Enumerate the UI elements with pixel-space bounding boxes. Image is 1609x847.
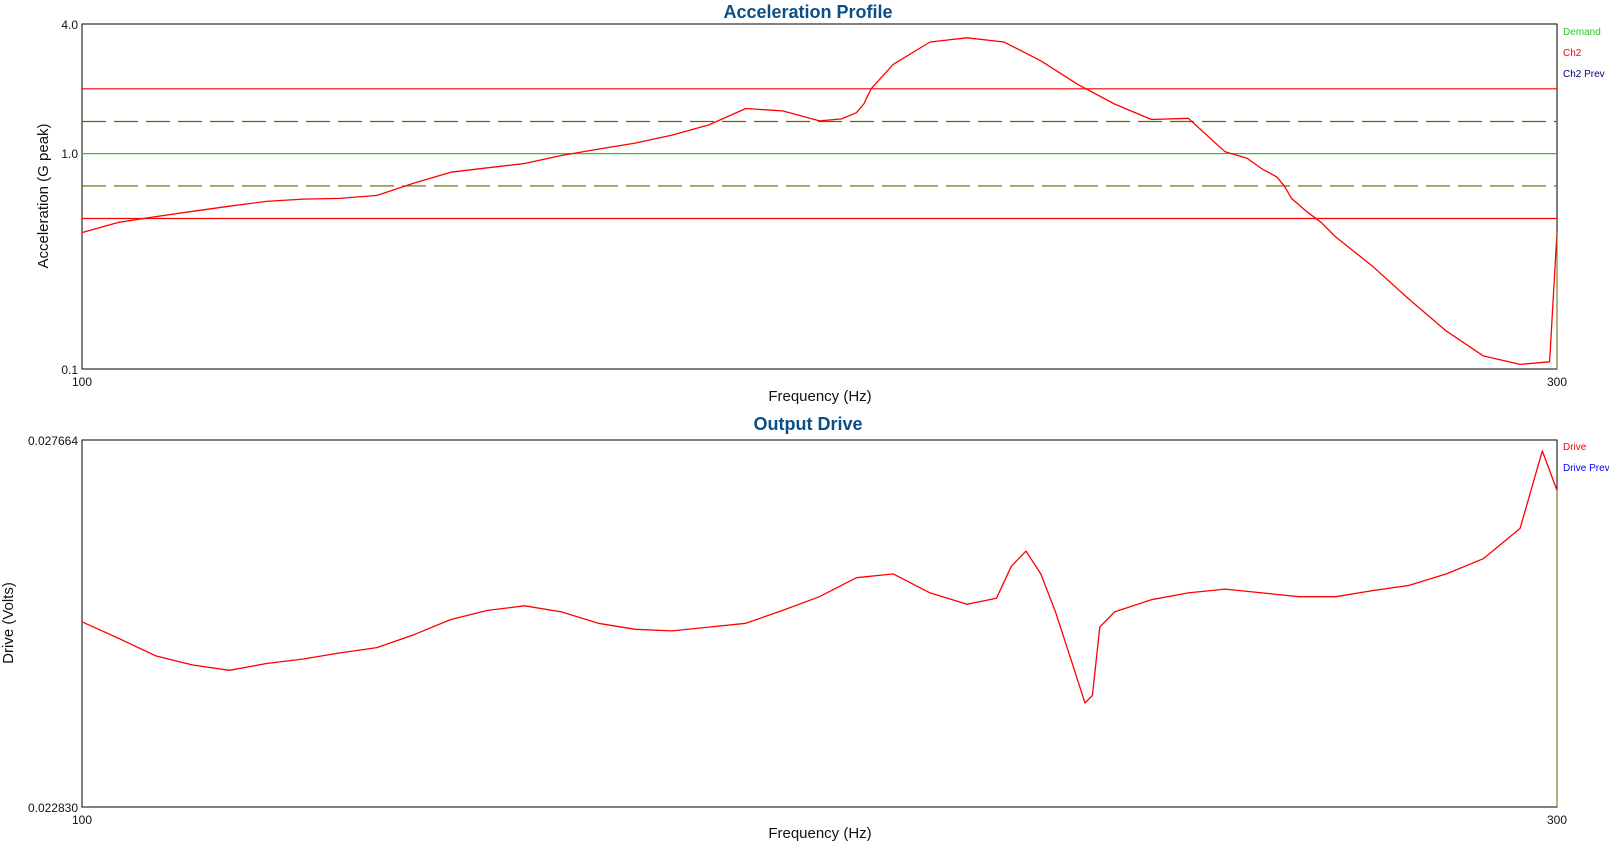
acceleration-x-axis-label: Frequency (Hz) xyxy=(768,388,871,405)
series-line-ch2 xyxy=(81,37,1558,366)
y-tick-label-mid: 1.0 xyxy=(61,147,78,161)
legend-entry-drive[interactable]: Drive xyxy=(1563,442,1587,453)
drive-series-group xyxy=(81,450,1558,807)
x-tick-label-left: 100 xyxy=(72,375,92,389)
y-tick-label-bottom: 0.1 xyxy=(61,363,78,377)
x-tick-label-right: 300 xyxy=(1547,375,1567,389)
y-tick-label-top: 4.0 xyxy=(61,18,78,32)
legend-entry-ch2-prev[interactable]: Ch2 Prev xyxy=(1563,69,1605,80)
drive-y-tick-label-top: 0.027664 xyxy=(28,434,78,448)
acceleration-chart-title: Acceleration Profile xyxy=(723,2,892,22)
legend-entry-drive-prev[interactable]: Drive Prev xyxy=(1563,463,1609,474)
acceleration-reference-lines xyxy=(82,88,1557,220)
drive-y-axis-label: Drive (Volts) xyxy=(0,582,17,664)
acceleration-plot-frame[interactable] xyxy=(81,23,1558,370)
acceleration-y-axis-label: Acceleration (G peak) xyxy=(35,123,52,268)
drive-x-axis-label: Frequency (Hz) xyxy=(768,825,871,842)
drive-x-tick-label-right: 300 xyxy=(1547,813,1567,827)
output-drive-chart-title: Output Drive xyxy=(753,414,862,434)
output-drive-chart: Output Drive 0.027664 0.022830 100 300 F… xyxy=(0,414,1609,842)
legend-entry-ch2[interactable]: Ch2 xyxy=(1563,48,1582,59)
drive-plot-frame[interactable] xyxy=(81,439,1558,808)
legend-entry-demand[interactable]: Demand xyxy=(1563,27,1601,38)
acceleration-series-group xyxy=(81,37,1558,369)
drive-y-tick-label-bottom: 0.022830 xyxy=(28,801,78,815)
series-line-drive xyxy=(81,450,1558,704)
acceleration-profile-chart: Acceleration Profile 4.0 1.0 0.1 100 300… xyxy=(35,2,1605,405)
drive-x-tick-label-left: 100 xyxy=(72,813,92,827)
